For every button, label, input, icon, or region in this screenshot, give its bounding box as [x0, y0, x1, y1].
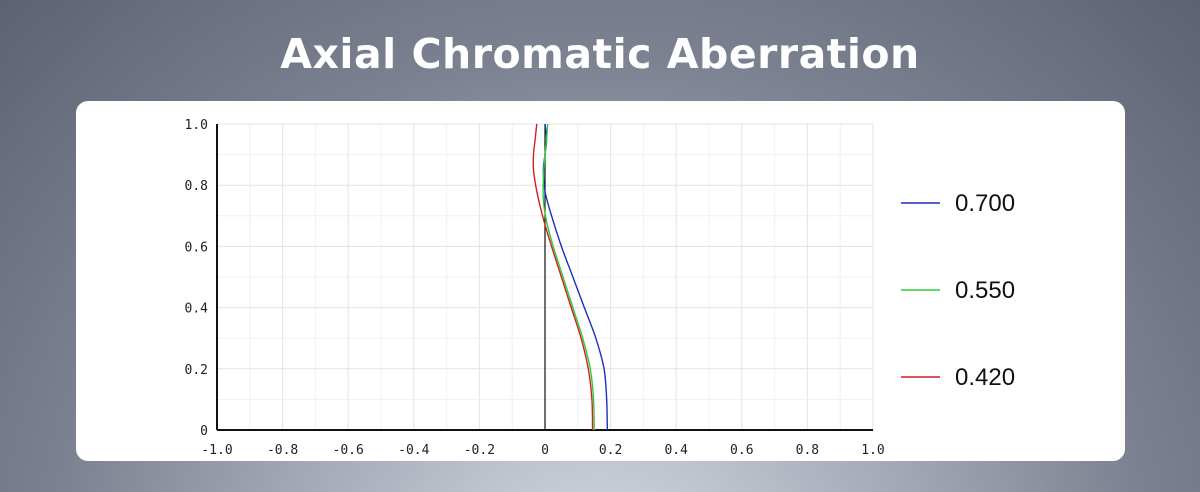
series-line-2	[532, 123, 594, 431]
tick-labels: -1.0 -0.8 -0.6 -0.4 -0.2 0 0.2 0.4 0.6 0.8 1.0 0 0.2…	[185, 118, 885, 458]
x-tick-label: 1.0	[861, 443, 884, 458]
y-tick-label: 0.4	[185, 302, 209, 317]
x-tick-label: 0	[541, 443, 549, 458]
series-line-1	[542, 123, 595, 431]
x-tick-label: 0.4	[664, 443, 688, 458]
y-tick-label: 0.8	[185, 179, 208, 194]
x-tick-label: 0.6	[730, 443, 753, 458]
y-tick-label: 0.6	[185, 240, 208, 255]
legend-label: 0.550	[955, 277, 1015, 304]
x-tick-label: -1.0	[201, 443, 232, 458]
x-tick-label: -0.6	[333, 443, 364, 458]
legend-label: 0.420	[955, 364, 1015, 391]
legend: 0.700 0.550 0.420	[901, 190, 1015, 391]
x-tick-label: -0.8	[267, 443, 298, 458]
legend-label: 0.700	[955, 190, 1015, 217]
x-tick-label: 0.8	[796, 443, 819, 458]
y-tick-label: 0.2	[185, 363, 208, 378]
chart-title: Axial Chromatic Aberration	[280, 30, 920, 78]
axes	[216, 124, 873, 431]
x-tick-label: -0.2	[464, 443, 495, 458]
x-tick-label: 0.2	[599, 443, 622, 458]
y-tick-label: 0	[200, 424, 208, 439]
series-lines	[532, 123, 609, 431]
x-tick-label: -0.4	[398, 443, 429, 458]
y-tick-label: 1.0	[185, 118, 208, 133]
chart-card	[76, 101, 1125, 461]
